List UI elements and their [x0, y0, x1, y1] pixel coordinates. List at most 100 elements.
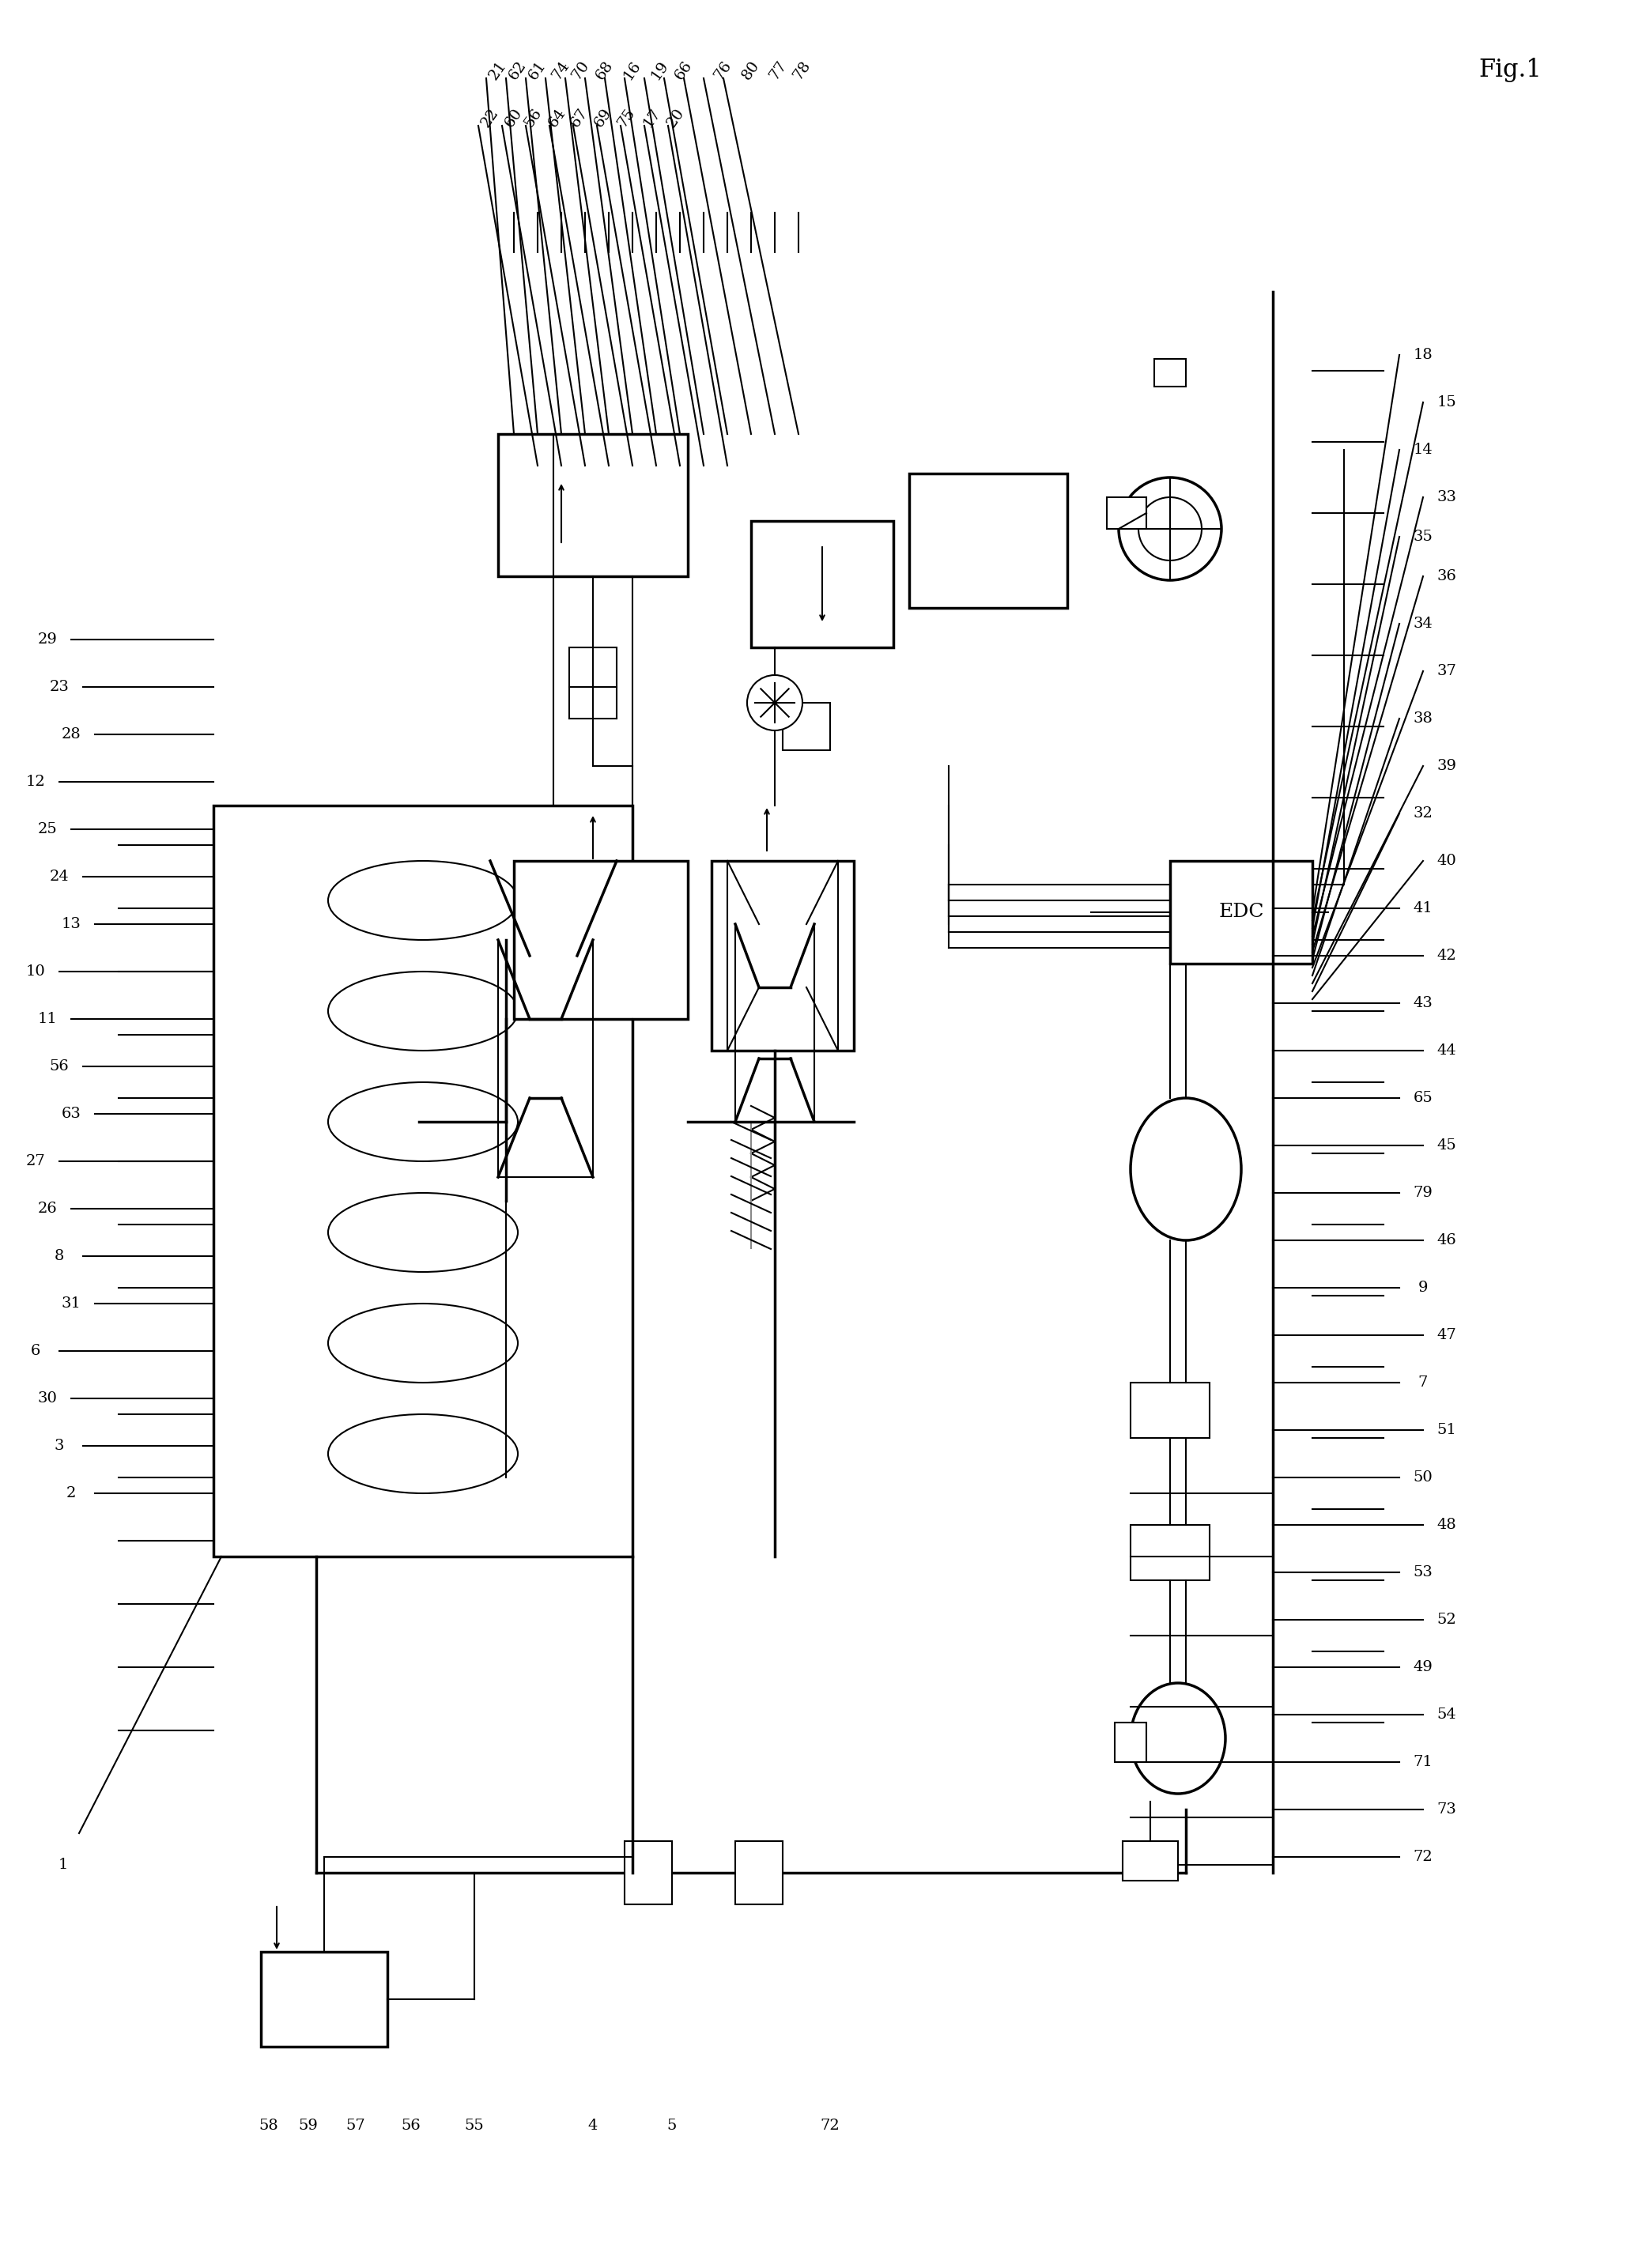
Bar — [1131, 1524, 1210, 1581]
Text: 57: 57 — [346, 2118, 365, 2132]
Ellipse shape — [1131, 1683, 1225, 1794]
Text: 31: 31 — [61, 1297, 81, 1311]
Ellipse shape — [1139, 497, 1202, 560]
Text: 38: 38 — [1414, 712, 1434, 726]
Text: 18: 18 — [1414, 347, 1432, 363]
Ellipse shape — [328, 1415, 518, 1492]
Text: 47: 47 — [1437, 1329, 1457, 1343]
Text: 34: 34 — [1414, 617, 1434, 631]
Ellipse shape — [328, 1304, 518, 1383]
Text: 42: 42 — [1437, 948, 1457, 964]
Text: 54: 54 — [1437, 1708, 1457, 1721]
Text: 39: 39 — [1437, 760, 1457, 773]
Text: 72: 72 — [820, 2118, 839, 2132]
Text: 50: 50 — [1414, 1470, 1432, 1486]
Text: 32: 32 — [1414, 807, 1434, 821]
Text: 40: 40 — [1437, 853, 1457, 869]
Text: 37: 37 — [1437, 665, 1457, 678]
Text: 60: 60 — [502, 107, 525, 129]
Bar — [514, 862, 688, 1018]
Text: 75: 75 — [616, 107, 639, 129]
Text: 16: 16 — [621, 59, 644, 82]
Text: 61: 61 — [525, 59, 548, 82]
Text: 20: 20 — [663, 107, 686, 129]
Text: 25: 25 — [38, 821, 58, 837]
Bar — [909, 474, 1067, 608]
Text: 56: 56 — [402, 2118, 421, 2132]
Text: 27: 27 — [26, 1154, 46, 1168]
Text: 78: 78 — [790, 59, 813, 82]
Text: 2: 2 — [66, 1486, 76, 1501]
Text: 9: 9 — [1419, 1281, 1429, 1295]
Text: 8: 8 — [54, 1250, 64, 1263]
Text: 48: 48 — [1437, 1517, 1457, 1531]
Bar — [736, 1842, 783, 1905]
Text: EDC: EDC — [1218, 903, 1264, 921]
Text: 67: 67 — [568, 107, 591, 129]
Text: 74: 74 — [550, 59, 573, 82]
Text: 45: 45 — [1437, 1139, 1457, 1152]
Text: 29: 29 — [38, 633, 58, 646]
Text: 72: 72 — [1414, 1851, 1432, 1864]
Text: 58: 58 — [258, 2118, 278, 2132]
Text: 33: 33 — [1437, 490, 1457, 503]
Text: 73: 73 — [1437, 1803, 1457, 1817]
Text: 6: 6 — [31, 1345, 41, 1359]
Text: 5: 5 — [667, 2118, 677, 2132]
Text: 10: 10 — [26, 964, 46, 980]
Text: 13: 13 — [61, 916, 81, 932]
Text: 28: 28 — [61, 728, 81, 742]
Text: 1: 1 — [58, 1857, 67, 1871]
Bar — [1131, 1383, 1210, 1438]
Text: 68: 68 — [593, 59, 616, 82]
Text: 36: 36 — [1437, 569, 1457, 583]
Ellipse shape — [328, 1193, 518, 1272]
Ellipse shape — [1131, 1098, 1241, 1241]
Text: 76: 76 — [711, 59, 734, 82]
Text: 30: 30 — [38, 1390, 58, 1406]
Text: 35: 35 — [1414, 531, 1434, 544]
Text: 17: 17 — [640, 107, 663, 129]
Text: 11: 11 — [38, 1012, 58, 1025]
Ellipse shape — [328, 862, 518, 939]
Text: 70: 70 — [570, 59, 593, 82]
Text: 41: 41 — [1414, 900, 1432, 916]
Bar — [1170, 862, 1312, 964]
Text: 52: 52 — [1437, 1613, 1457, 1626]
Text: 77: 77 — [767, 59, 790, 82]
Bar — [751, 522, 894, 646]
Bar — [262, 1953, 387, 2046]
Text: 15: 15 — [1437, 395, 1457, 411]
Text: 56: 56 — [522, 107, 545, 129]
Text: 4: 4 — [588, 2118, 597, 2132]
Ellipse shape — [1119, 479, 1221, 581]
Text: 7: 7 — [1419, 1374, 1429, 1390]
Text: 55: 55 — [464, 2118, 484, 2132]
Text: 71: 71 — [1414, 1755, 1432, 1769]
Text: 26: 26 — [38, 1202, 58, 1216]
Text: 19: 19 — [649, 59, 672, 82]
Text: Fig.1: Fig.1 — [1478, 59, 1542, 82]
Text: 53: 53 — [1414, 1565, 1434, 1579]
Text: 3: 3 — [54, 1438, 64, 1454]
Bar — [499, 433, 688, 576]
Text: 43: 43 — [1414, 996, 1434, 1009]
Text: 62: 62 — [505, 59, 528, 82]
Text: 51: 51 — [1437, 1422, 1457, 1438]
Text: 24: 24 — [49, 869, 69, 885]
Text: 66: 66 — [672, 59, 695, 82]
Text: 59: 59 — [298, 2118, 318, 2132]
Bar — [711, 862, 854, 1050]
Text: 23: 23 — [49, 680, 69, 694]
Text: 21: 21 — [486, 59, 509, 82]
Text: 69: 69 — [591, 107, 614, 129]
Text: 12: 12 — [26, 776, 46, 789]
Bar — [1114, 1721, 1146, 1762]
Bar — [570, 646, 617, 687]
Bar — [624, 1842, 672, 1905]
Bar — [1106, 497, 1146, 528]
Ellipse shape — [328, 1082, 518, 1161]
Text: 80: 80 — [739, 59, 762, 82]
Text: 63: 63 — [61, 1107, 81, 1120]
Text: 46: 46 — [1437, 1234, 1457, 1247]
